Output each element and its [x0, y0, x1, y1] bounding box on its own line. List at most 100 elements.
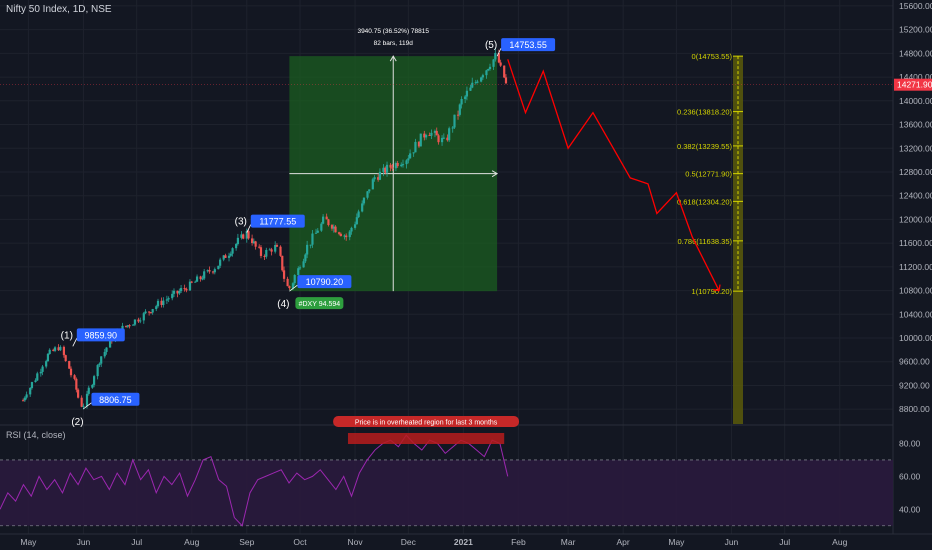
candle-body — [224, 255, 227, 258]
candle-body — [456, 114, 460, 116]
candle-body — [407, 158, 410, 161]
candle-body — [497, 52, 500, 63]
price-axis[interactable]: 15600.00 15200.00 14800.00 14400.00 14000.00… — [892, 0, 932, 550]
candle-body — [298, 267, 302, 269]
candle-body — [265, 249, 268, 257]
candle-body — [172, 290, 176, 294]
time-axis[interactable]: May Jun Jul Aug Sep Oct Nov Dec 2021 Feb Mar Apr May… — [0, 533, 932, 547]
candle-body — [311, 233, 314, 245]
candle-body — [259, 247, 263, 256]
candle-body — [314, 232, 318, 234]
x-tick-label: Jul — [779, 537, 790, 547]
candle-body — [229, 253, 232, 256]
candle-body — [442, 137, 445, 139]
candle-body — [194, 281, 197, 283]
fib-level-label: 0.382(13239.55) — [677, 142, 733, 151]
wave-price-tag — [501, 38, 556, 52]
candle-body — [167, 298, 170, 300]
wave-count-label: (4) — [277, 299, 289, 310]
candle-body — [162, 300, 165, 305]
y-tick-label: 10800.00 — [899, 286, 932, 296]
candle-body — [474, 82, 477, 84]
overheated-banner-text: Price is in overheated region for last 3… — [355, 420, 498, 427]
candle-body — [437, 135, 440, 143]
candle-body — [417, 141, 421, 147]
candle-body — [492, 59, 495, 67]
rsi-title[interactable]: RSI (14, close) — [6, 430, 66, 440]
y-tick-label: 11200.00 — [899, 262, 932, 272]
candle-body — [494, 52, 497, 60]
candle-body — [48, 349, 51, 354]
candle-body — [242, 234, 245, 239]
candle-body — [394, 162, 398, 169]
candle-body — [148, 311, 151, 313]
y-tick-label: 10400.00 — [899, 309, 932, 319]
wave-price-tag-text: 10790.20 — [306, 277, 344, 287]
symbol-title[interactable]: Nifty 50 Index, 1D, NSE — [6, 4, 112, 15]
candle-body — [171, 293, 174, 299]
y-tick-label: 9200.00 — [899, 380, 930, 390]
candle-body — [435, 130, 438, 136]
candle-body — [133, 319, 137, 325]
wave-price-tag — [76, 328, 125, 342]
candle-body — [201, 278, 204, 280]
range-arrow-head-right — [491, 170, 499, 178]
date-price-range-box: 3940.75 (36.52%) 78815 82 bars, 119d — [289, 28, 499, 292]
candle-body — [288, 286, 291, 289]
candle-body — [195, 276, 199, 282]
candle-body — [469, 87, 472, 91]
y-tick-label: 14000.00 — [899, 96, 932, 106]
x-tick-label: Jun — [725, 537, 739, 547]
candle-body — [353, 224, 357, 228]
y-tick-label: 15600.00 — [899, 1, 932, 11]
candle-body — [52, 349, 55, 351]
candle-body — [68, 361, 71, 369]
candle-body — [151, 309, 154, 313]
candle-body — [45, 361, 48, 367]
candle-body — [378, 171, 382, 180]
candle-body — [366, 191, 369, 198]
candle-body — [21, 400, 25, 402]
candle-body — [334, 226, 337, 233]
candle-body — [149, 312, 153, 314]
candle-body — [428, 134, 431, 136]
wave-label-leader — [496, 47, 502, 57]
candle-body — [400, 164, 403, 167]
candle-body — [504, 77, 508, 84]
candle-body — [206, 270, 209, 272]
candle-body — [446, 137, 449, 141]
x-tick-label: Oct — [293, 537, 307, 547]
candle-body — [464, 96, 467, 99]
candle-body — [460, 98, 463, 105]
candle-body — [80, 397, 83, 407]
candle-body — [433, 130, 437, 133]
wave-labels: (1) 9859.90 (2) 8806.75 (3) 11777.55 (4) 10790.… — [61, 38, 556, 428]
candle-body — [350, 227, 353, 232]
x-tick-label: Feb — [511, 537, 526, 547]
candle-body — [448, 128, 451, 141]
candle-body — [165, 299, 168, 301]
candle-body — [240, 234, 243, 238]
rsi-y-tick-label: 40.00 — [899, 504, 921, 514]
candle-body — [155, 306, 158, 310]
wave-price-tag-text: 9859.90 — [85, 330, 118, 340]
candle-body — [481, 75, 484, 78]
range-measure-line1: 3940.75 (36.52%) 78815 — [357, 28, 429, 35]
candle-body — [297, 268, 300, 276]
candle-body — [176, 290, 179, 294]
candle-body — [126, 325, 129, 327]
candle-body — [385, 164, 389, 173]
candle-body — [270, 249, 273, 252]
candle-body — [100, 356, 103, 364]
candle-body — [485, 70, 488, 76]
candle-body — [322, 216, 325, 224]
x-tick-label: Sep — [239, 537, 254, 547]
wave-label-leader — [83, 402, 92, 410]
candle-body — [30, 382, 34, 388]
candle-body — [85, 393, 89, 406]
candle-body — [62, 346, 66, 356]
candle-body — [132, 324, 135, 326]
candle-body — [499, 62, 502, 66]
candle-body — [389, 164, 392, 168]
